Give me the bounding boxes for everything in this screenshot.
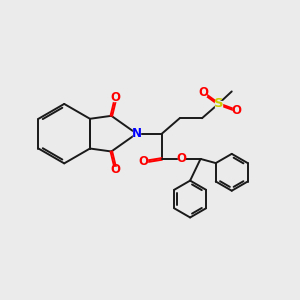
Bar: [134, 130, 140, 137]
Text: O: O: [231, 104, 241, 117]
Bar: [140, 159, 147, 165]
Text: N: N: [132, 127, 142, 140]
Bar: [112, 94, 119, 101]
Text: O: O: [139, 155, 148, 168]
Bar: [215, 101, 222, 107]
Text: O: O: [176, 152, 186, 165]
Bar: [112, 167, 119, 173]
Bar: [178, 156, 184, 162]
Text: O: O: [111, 91, 121, 104]
Bar: [233, 107, 239, 114]
Text: O: O: [198, 86, 208, 99]
Bar: [200, 89, 206, 96]
Text: O: O: [111, 164, 121, 176]
Text: S: S: [214, 98, 223, 110]
